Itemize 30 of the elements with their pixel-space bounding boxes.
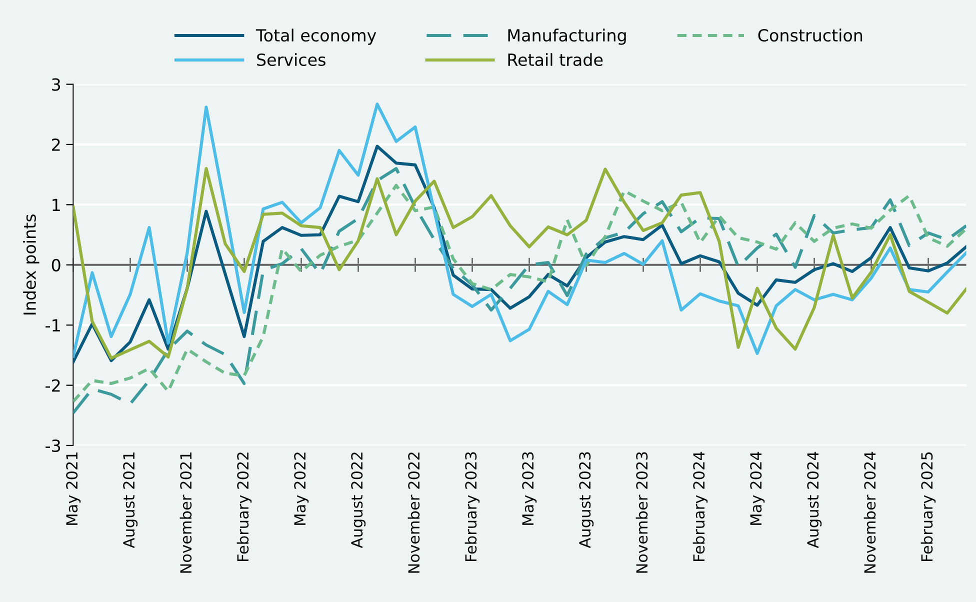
y-tick-label: 3 — [52, 78, 60, 91]
x-tick-label: November 2023 — [636, 452, 648, 573]
x-tick-label: August 2024 — [807, 452, 822, 548]
y-tick-label: -1 — [46, 319, 60, 332]
x-tick-label: May 2024 — [750, 452, 765, 525]
x-tick-label: February 2023 — [464, 452, 480, 561]
legend-label: Services — [257, 53, 326, 66]
line-series — [73, 102, 966, 358]
x-tick-label: November 2022 — [408, 452, 420, 573]
legend-label: Retail trade — [508, 53, 603, 66]
legend-label: Construction — [758, 28, 862, 42]
x-tick-label: August 2021 — [123, 452, 138, 548]
x-tick-label: February 2022 — [236, 452, 252, 561]
y-axis-title: Index points — [23, 214, 40, 314]
legend-label: Total economy — [256, 28, 376, 45]
y-tick-label: 2 — [52, 138, 60, 151]
x-tick-label: May 2021 — [66, 452, 81, 525]
x-tick-label: November 2021 — [180, 452, 192, 573]
x-tick-label: May 2022 — [294, 452, 309, 525]
x-tick-label: May 2023 — [522, 452, 537, 525]
x-tick-label: February 2025 — [920, 452, 936, 561]
x-tick-label: February 2024 — [692, 452, 708, 561]
y-tick-label: -3 — [46, 439, 60, 452]
x-tick-label: August 2022 — [351, 452, 366, 548]
y-tick-label: -2 — [46, 379, 60, 392]
y-tick-label: 0 — [52, 258, 60, 272]
y-tick-label: 1 — [52, 198, 60, 212]
x-tick-label: November 2024 — [864, 452, 876, 573]
legend-label: Manufacturing — [508, 28, 626, 45]
x-tick-label: August 2023 — [579, 452, 594, 548]
